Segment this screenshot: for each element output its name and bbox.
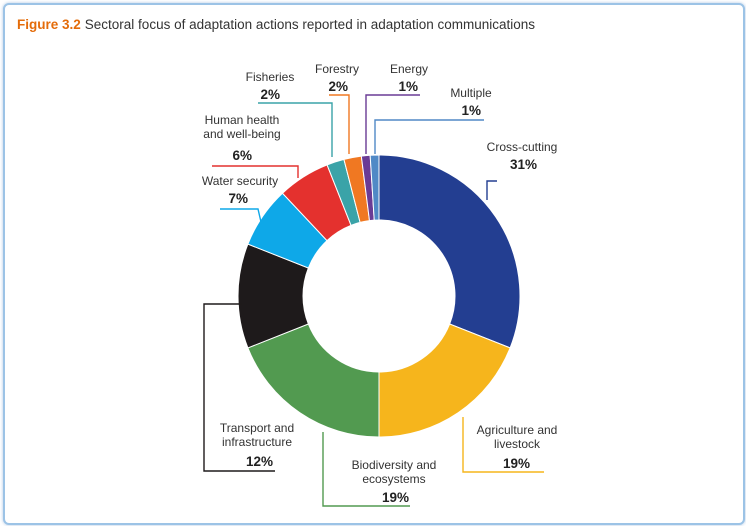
leader-line: [374, 119, 484, 154]
leader-line: [258, 102, 333, 157]
slice-agriculture-and-livestock: [378, 323, 511, 438]
figure-frame: Figure 3.2 Sectoral focus of adaptation a…: [3, 3, 745, 525]
leader-line: [486, 180, 497, 200]
slice-label: Fisheries: [246, 70, 295, 84]
slice-label: Energy: [390, 62, 428, 76]
slice-value-label: 2%: [260, 87, 280, 102]
slice-multiple: [369, 154, 380, 221]
slice-value-label: 12%: [246, 454, 273, 469]
slice-value-label: 6%: [232, 148, 252, 163]
slice-label: Water security: [202, 174, 278, 188]
slice-value-label: 19%: [503, 456, 530, 471]
slice-label: and well-being: [203, 127, 280, 141]
leader-line: [212, 165, 299, 178]
slice-label: livestock: [494, 437, 541, 451]
slice-label: Cross-cutting: [487, 140, 558, 154]
leader-line: [203, 303, 275, 472]
figure-number: Figure 3.2: [17, 17, 81, 32]
slice-value-label: 19%: [382, 490, 409, 505]
slice-label: infrastructure: [222, 435, 292, 449]
leader-line: [365, 94, 420, 154]
slice-value-label: 31%: [510, 157, 537, 172]
slice-label: Agriculture and: [477, 423, 558, 437]
leader-line: [462, 417, 544, 473]
slice-label: Human health: [205, 113, 280, 127]
slice-value-label: 2%: [328, 79, 348, 94]
slice-label: Biodiversity and: [352, 458, 437, 472]
slice-value-label: 7%: [228, 191, 248, 206]
slice-label: Forestry: [315, 62, 359, 76]
slice-label: Multiple: [450, 86, 492, 100]
leader-line: [329, 94, 350, 154]
slice-label: Transport and: [220, 421, 294, 435]
slice-label: ecosystems: [362, 472, 425, 486]
leader-line: [220, 208, 262, 223]
figure-title: Figure 3.2 Sectoral focus of adaptation a…: [17, 17, 535, 32]
slice-cross-cutting: [378, 154, 521, 349]
slice-value-label: 1%: [398, 79, 418, 94]
slice-value-label: 1%: [461, 103, 481, 118]
figure-caption: Sectoral focus of adaptation actions rep…: [84, 17, 536, 32]
slice-biodiversity-and-ecosystems: [247, 323, 380, 438]
leader-line: [322, 432, 410, 507]
